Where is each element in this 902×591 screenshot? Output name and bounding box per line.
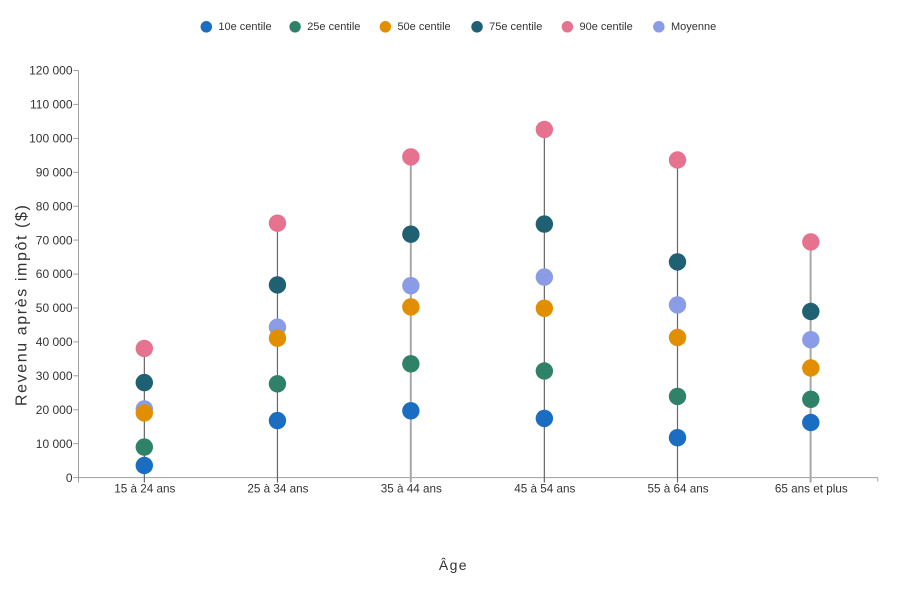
svg-text:100 000: 100 000 [29, 132, 73, 146]
svg-text:15 à 24 ans: 15 à 24 ans [114, 483, 175, 496]
svg-text:45 à 54 ans: 45 à 54 ans [514, 483, 575, 496]
svg-text:35 à 44 ans: 35 à 44 ans [381, 483, 442, 496]
svg-text:20 000: 20 000 [36, 403, 73, 417]
svg-text:0: 0 [66, 471, 73, 485]
svg-text:25 à 34 ans: 25 à 34 ans [247, 483, 308, 496]
svg-text:90e centile: 90e centile [580, 21, 633, 33]
svg-text:80 000: 80 000 [36, 199, 73, 213]
svg-text:50 000: 50 000 [36, 301, 73, 315]
svg-text:60 000: 60 000 [36, 267, 73, 281]
svg-text:25e centile: 25e centile [307, 21, 360, 33]
svg-text:10e centile: 10e centile [218, 21, 271, 33]
svg-text:120 000: 120 000 [29, 64, 73, 78]
svg-text:75e centile: 75e centile [489, 21, 542, 33]
svg-text:55 à 64 ans: 55 à 64 ans [647, 483, 708, 496]
svg-text:40 000: 40 000 [36, 335, 73, 349]
svg-text:Revenu après impôt ($): Revenu après impôt ($) [14, 204, 31, 406]
svg-text:50e centile: 50e centile [397, 21, 450, 33]
svg-text:Âge: Âge [439, 557, 468, 573]
svg-text:30 000: 30 000 [36, 369, 73, 383]
svg-text:90 000: 90 000 [36, 166, 73, 180]
svg-text:110 000: 110 000 [30, 98, 73, 112]
svg-text:10 000: 10 000 [36, 437, 73, 451]
svg-text:70 000: 70 000 [36, 233, 73, 247]
svg-text:65 ans et plus: 65 ans et plus [775, 483, 848, 496]
svg-text:Moyenne: Moyenne [671, 21, 716, 33]
